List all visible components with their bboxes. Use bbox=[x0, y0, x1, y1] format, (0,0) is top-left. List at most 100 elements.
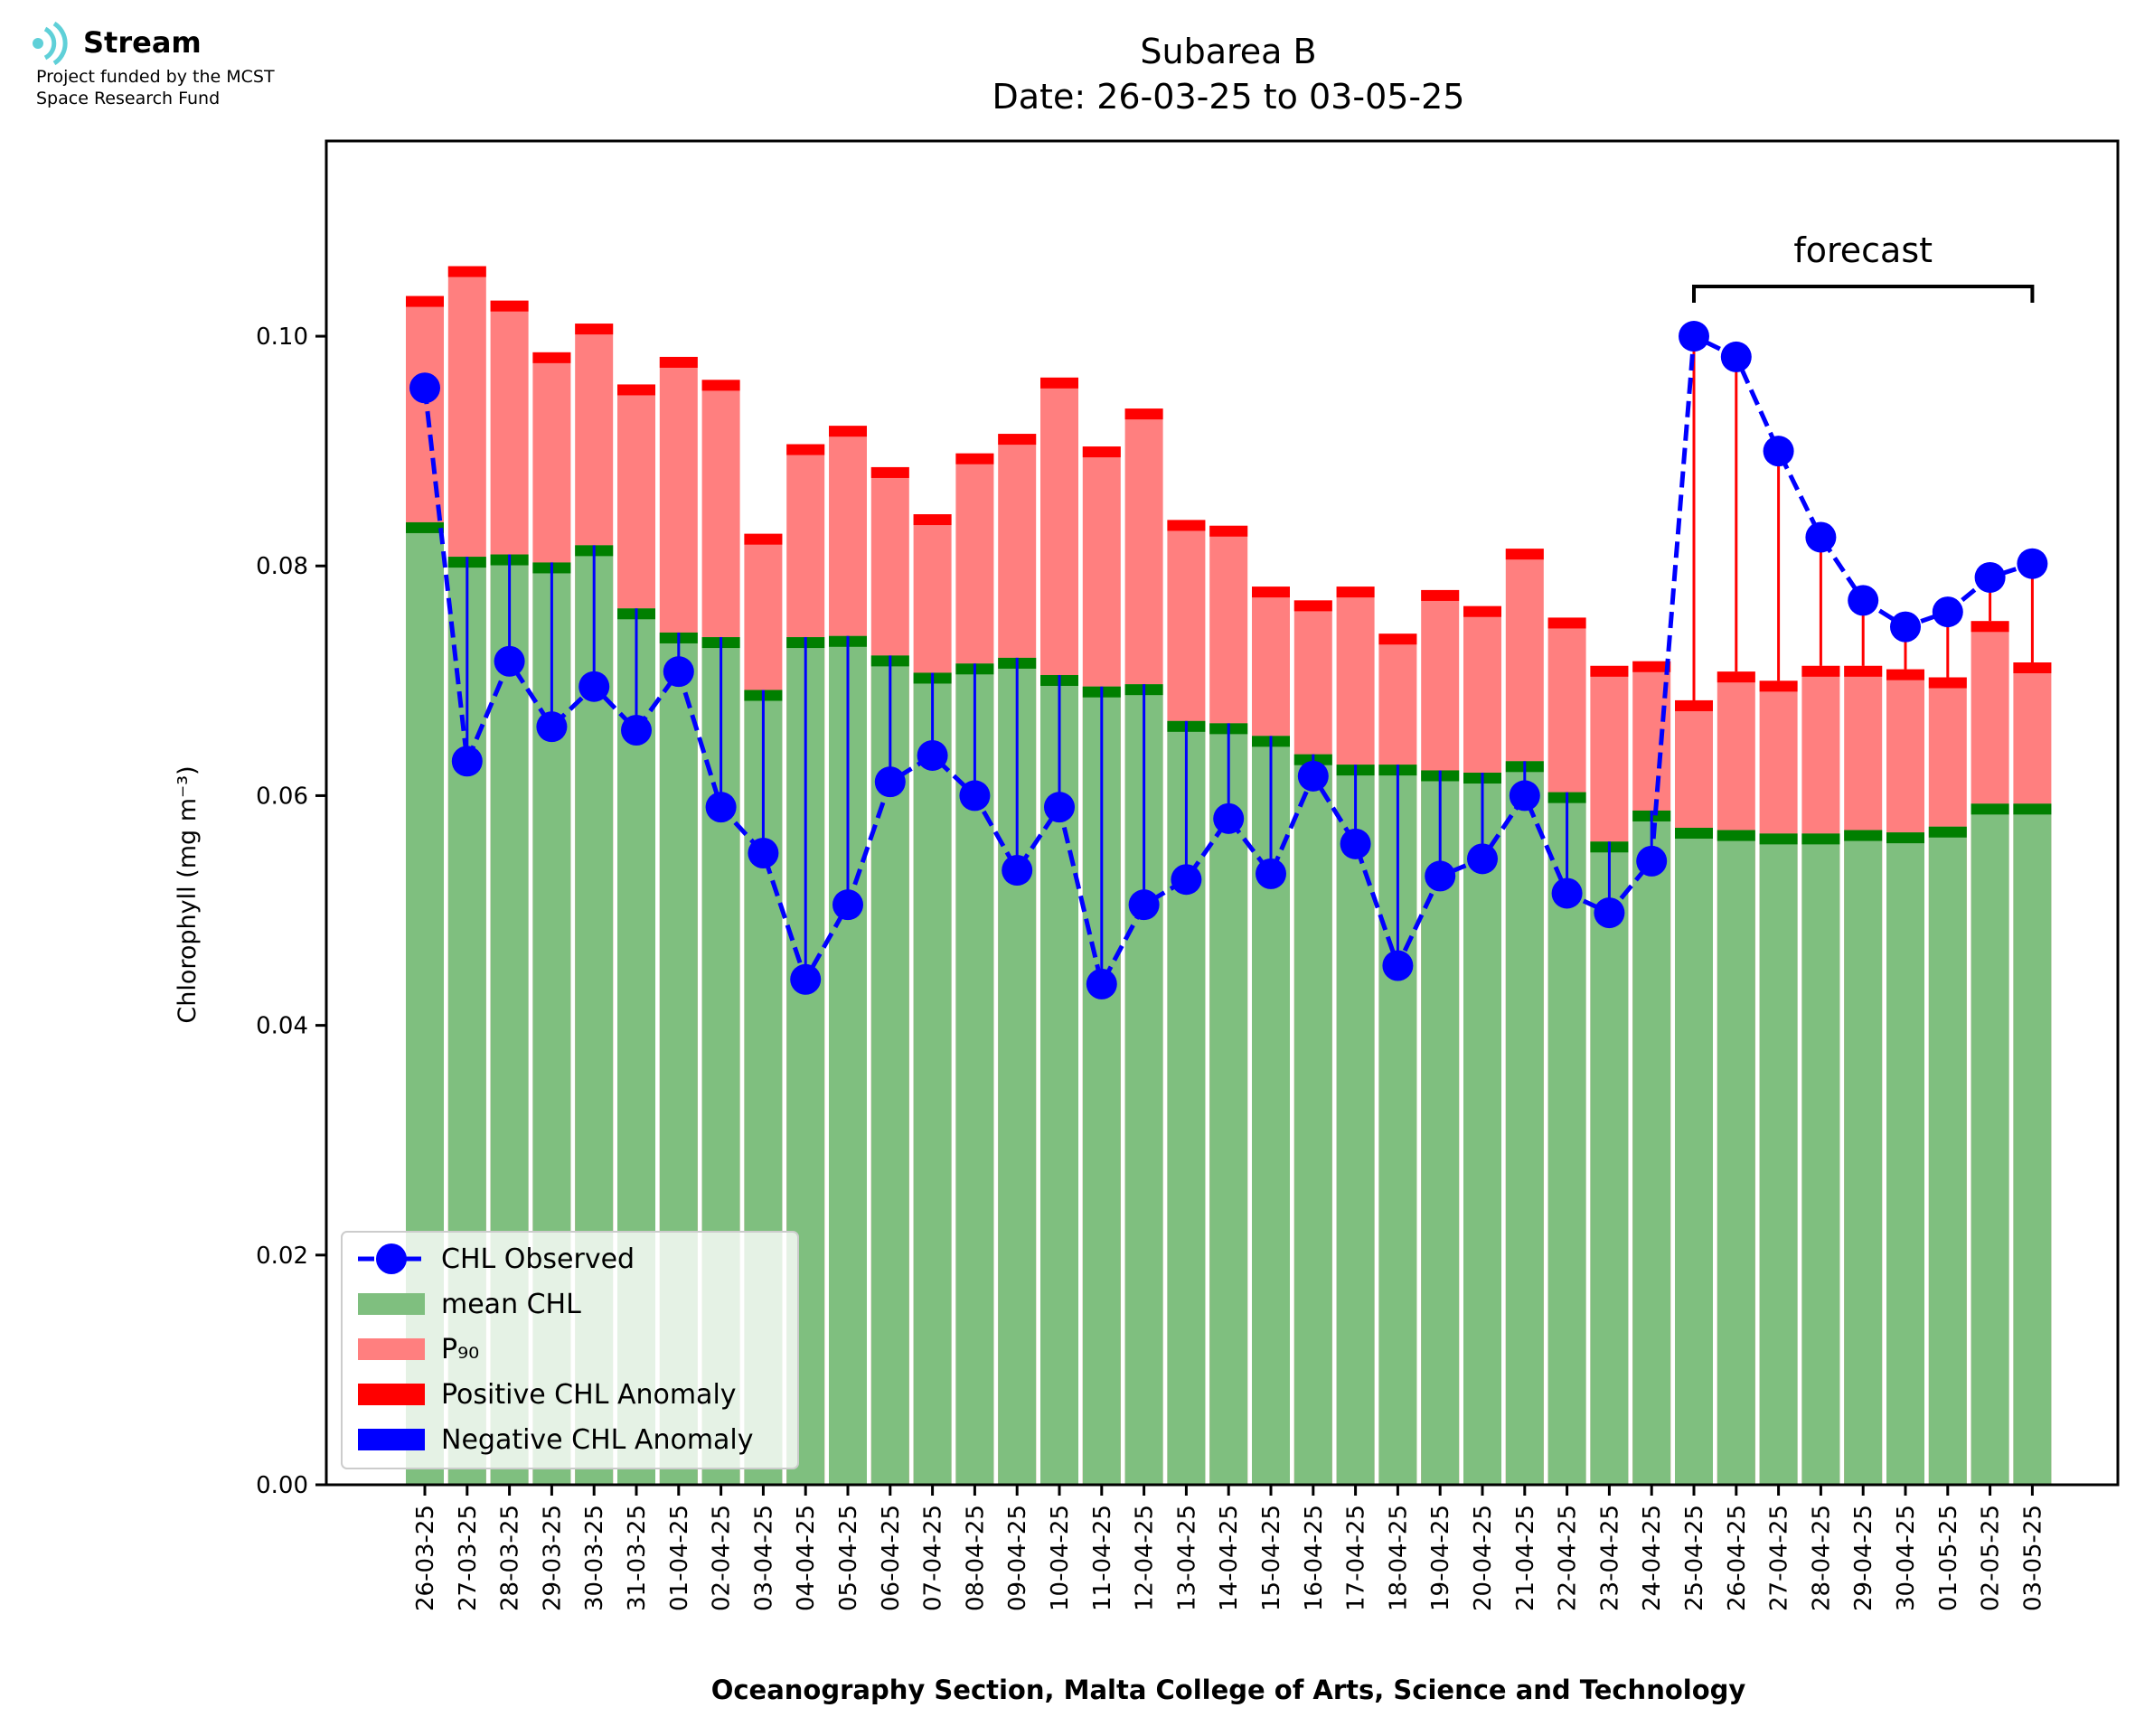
p90-cap bbox=[744, 533, 783, 545]
observed-point bbox=[1636, 845, 1668, 877]
x-tick-label: 19-04-25 bbox=[1427, 1505, 1454, 1611]
observed-point bbox=[1932, 596, 1963, 628]
x-tick-label: 04-04-25 bbox=[793, 1505, 820, 1611]
x-tick-label: 22-04-25 bbox=[1555, 1505, 1582, 1611]
p90-cap bbox=[1167, 520, 1206, 531]
p90-cap bbox=[1590, 665, 1629, 677]
legend-label: mean CHL bbox=[441, 1289, 581, 1320]
mean-bar bbox=[913, 672, 952, 1485]
y-tick-label: 0.02 bbox=[256, 1243, 308, 1270]
y-tick-label: 0.08 bbox=[256, 553, 308, 580]
p90-cap bbox=[1209, 525, 1248, 537]
mean-cap bbox=[1886, 832, 1924, 844]
legend-swatch bbox=[358, 1384, 425, 1405]
plot-area bbox=[406, 266, 2052, 1486]
mean-bar bbox=[1336, 765, 1375, 1485]
x-tick-label: 24-04-25 bbox=[1639, 1505, 1666, 1611]
observed-point bbox=[1509, 780, 1540, 812]
p90-cap bbox=[829, 426, 867, 437]
p90-cap bbox=[870, 466, 909, 478]
p90-cap bbox=[1632, 661, 1671, 672]
mean-cap bbox=[1971, 803, 2009, 815]
x-tick-label: 21-04-25 bbox=[1512, 1505, 1539, 1611]
x-tick-label: 17-04-25 bbox=[1343, 1505, 1370, 1611]
x-tick-label: 09-04-25 bbox=[1004, 1505, 1031, 1611]
stream-logo-icon bbox=[33, 22, 68, 66]
p90-cap bbox=[447, 266, 486, 277]
mean-bar bbox=[1293, 754, 1332, 1485]
observed-point bbox=[790, 963, 822, 995]
observed-point bbox=[1974, 561, 2006, 593]
p90-cap bbox=[1971, 621, 2009, 633]
observed-point bbox=[536, 711, 568, 743]
x-tick-label: 11-04-25 bbox=[1089, 1505, 1116, 1611]
mean-cap bbox=[1801, 833, 1840, 845]
p90-cap bbox=[1421, 589, 1460, 601]
p90-cap bbox=[1886, 669, 1924, 680]
p90-cap bbox=[1717, 671, 1755, 683]
forecast-bracket bbox=[1692, 285, 2035, 303]
observed-point bbox=[1805, 521, 1837, 553]
legend: CHL Observed mean CHL P₉₀ Positive CHL Anom… bbox=[341, 1231, 799, 1469]
x-tick-label: 05-04-25 bbox=[835, 1505, 862, 1611]
mean-bar bbox=[1886, 832, 1924, 1485]
observed-point bbox=[1256, 858, 1286, 889]
x-tick-label: 28-03-25 bbox=[497, 1505, 524, 1611]
mean-bar bbox=[1844, 830, 1883, 1485]
mean-bar bbox=[1463, 773, 1501, 1485]
p90-cap bbox=[1675, 699, 1713, 711]
observed-point bbox=[874, 766, 906, 798]
observed-point bbox=[748, 837, 779, 868]
x-tick-label: 20-04-25 bbox=[1470, 1505, 1497, 1611]
p90-cap bbox=[2013, 662, 2052, 674]
x-tick-label: 16-04-25 bbox=[1301, 1505, 1328, 1611]
p90-cap bbox=[1801, 665, 1840, 677]
observed-point bbox=[832, 889, 863, 921]
mean-bar bbox=[1801, 833, 1840, 1485]
p90-cap bbox=[532, 352, 571, 363]
x-tick-label: 01-04-25 bbox=[666, 1505, 693, 1611]
x-tick-label: 27-04-25 bbox=[1766, 1505, 1793, 1611]
observed-point bbox=[1679, 321, 1709, 352]
observed-point bbox=[1467, 843, 1498, 875]
p90-cap bbox=[1252, 586, 1290, 598]
mean-bar bbox=[1590, 841, 1629, 1485]
p90-cap bbox=[575, 324, 614, 335]
p90-cap bbox=[1547, 617, 1586, 629]
x-tick-label: 31-03-25 bbox=[624, 1505, 651, 1611]
observed-point bbox=[1340, 828, 1371, 859]
observed-point bbox=[1171, 864, 1202, 896]
p90-cap bbox=[998, 434, 1037, 446]
logo-line1: Project funded by the MCST bbox=[36, 67, 275, 87]
axes: 0.00 0.02 0.04 0.06 0.08 0.10 26-03-25 27-03-25… bbox=[256, 139, 2120, 1611]
mean-bar bbox=[1759, 833, 1798, 1485]
logo-brand: Stream bbox=[83, 25, 202, 60]
chart-title: Subarea B bbox=[1140, 32, 1316, 71]
mean-bar bbox=[1505, 761, 1544, 1485]
forecast-annotation: forecast bbox=[1692, 230, 2035, 303]
x-tick-label: 08-04-25 bbox=[962, 1505, 989, 1611]
p90-cap bbox=[955, 453, 994, 464]
observed-point bbox=[1848, 585, 1879, 616]
observed-point bbox=[1128, 889, 1160, 921]
observed-point bbox=[705, 792, 737, 823]
p90-cap bbox=[1759, 680, 1798, 692]
p90-cap bbox=[1082, 446, 1121, 458]
p90-cap bbox=[1928, 677, 1967, 689]
plot-frame bbox=[325, 139, 2120, 1487]
x-tick-label: 12-04-25 bbox=[1132, 1505, 1159, 1611]
mean-cap bbox=[1759, 833, 1798, 845]
mean-cap bbox=[406, 521, 444, 533]
legend-swatch bbox=[358, 1429, 425, 1450]
x-tick-label: 29-04-25 bbox=[1850, 1505, 1877, 1611]
p90-cap bbox=[617, 384, 655, 396]
observed-point bbox=[621, 714, 652, 746]
observed-point bbox=[1594, 897, 1625, 929]
chart-subtitle: Date: 26-03-25 to 03-05-25 bbox=[992, 77, 1465, 117]
observed-point bbox=[1890, 611, 1921, 643]
mean-bar bbox=[1209, 723, 1248, 1485]
x-tick-label: 14-04-25 bbox=[1216, 1505, 1243, 1611]
x-tick-label: 23-04-25 bbox=[1596, 1505, 1623, 1611]
observed-point bbox=[409, 372, 440, 404]
